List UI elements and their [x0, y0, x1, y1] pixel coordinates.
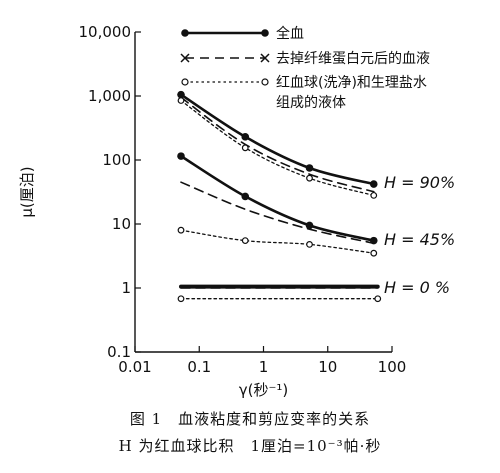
y-tick-label: 1,000 — [88, 87, 131, 105]
y-tick-label: 100 — [102, 151, 131, 169]
data-point — [369, 180, 378, 188]
data-point — [306, 174, 313, 182]
series-line — [180, 181, 375, 245]
x-tick-label: 1 — [259, 358, 269, 376]
data-point — [370, 191, 378, 199]
legend-label: 组成的液体 — [276, 95, 346, 111]
data-point — [241, 192, 250, 201]
legend-marker — [180, 53, 190, 63]
data-point — [177, 97, 185, 104]
data-point — [177, 90, 185, 99]
legend-marker — [261, 29, 269, 37]
data-point — [305, 164, 314, 172]
legend-label: 去掉纤维蛋白元后的血液 — [276, 51, 430, 67]
series-line — [180, 229, 375, 254]
legend-label: 红血球(洗净)和生理盐水 — [276, 75, 427, 91]
y-tick-label: 10,000 — [79, 23, 132, 41]
legend-marker — [260, 53, 270, 63]
data-point — [241, 237, 249, 245]
legend-label: 全血 — [276, 25, 304, 42]
series-line — [180, 96, 375, 193]
figure-caption-note: H 为红血球比积 1厘泊=10⁻³帕·秒 — [118, 437, 382, 455]
legend-marker — [181, 78, 189, 86]
data-point — [374, 295, 382, 303]
series-line — [179, 93, 376, 186]
x-tick-label: 0.1 — [187, 358, 211, 376]
figure-caption: 图 1 血液粘度和剪应变率的关系 — [129, 410, 371, 428]
group-label: H = 45% — [384, 230, 455, 249]
axis-labels: γ(秒⁻¹) μ(厘泊) — [18, 166, 288, 399]
data-point — [306, 241, 313, 248]
x-tick-label: 100 — [378, 358, 407, 376]
data-point — [177, 295, 185, 303]
group-label: H = 90% — [384, 173, 455, 192]
data-point — [305, 221, 314, 230]
legend-marker — [181, 29, 189, 37]
data-point — [177, 226, 185, 234]
data-point — [241, 133, 250, 141]
y-axis-label: μ(厘泊) — [18, 166, 36, 217]
series-layer — [177, 90, 382, 303]
x-axis-label: γ(秒⁻¹) — [239, 381, 289, 399]
y-tick-label: 1 — [121, 279, 131, 297]
data-point — [177, 152, 185, 160]
data-point — [370, 249, 378, 257]
y-tick-label: 0.1 — [107, 343, 131, 361]
x-tick-label: 0.01 — [118, 358, 151, 376]
x-tick-label: 10 — [318, 358, 337, 376]
data-point — [241, 144, 249, 152]
group-label: H = 0 % — [384, 278, 450, 297]
series-line — [179, 154, 376, 242]
series-line — [180, 99, 375, 197]
legend-marker — [261, 78, 269, 86]
y-tick-label: 10 — [112, 215, 131, 233]
group-labels: H = 90% H = 45% H = 0 % — [384, 173, 455, 297]
